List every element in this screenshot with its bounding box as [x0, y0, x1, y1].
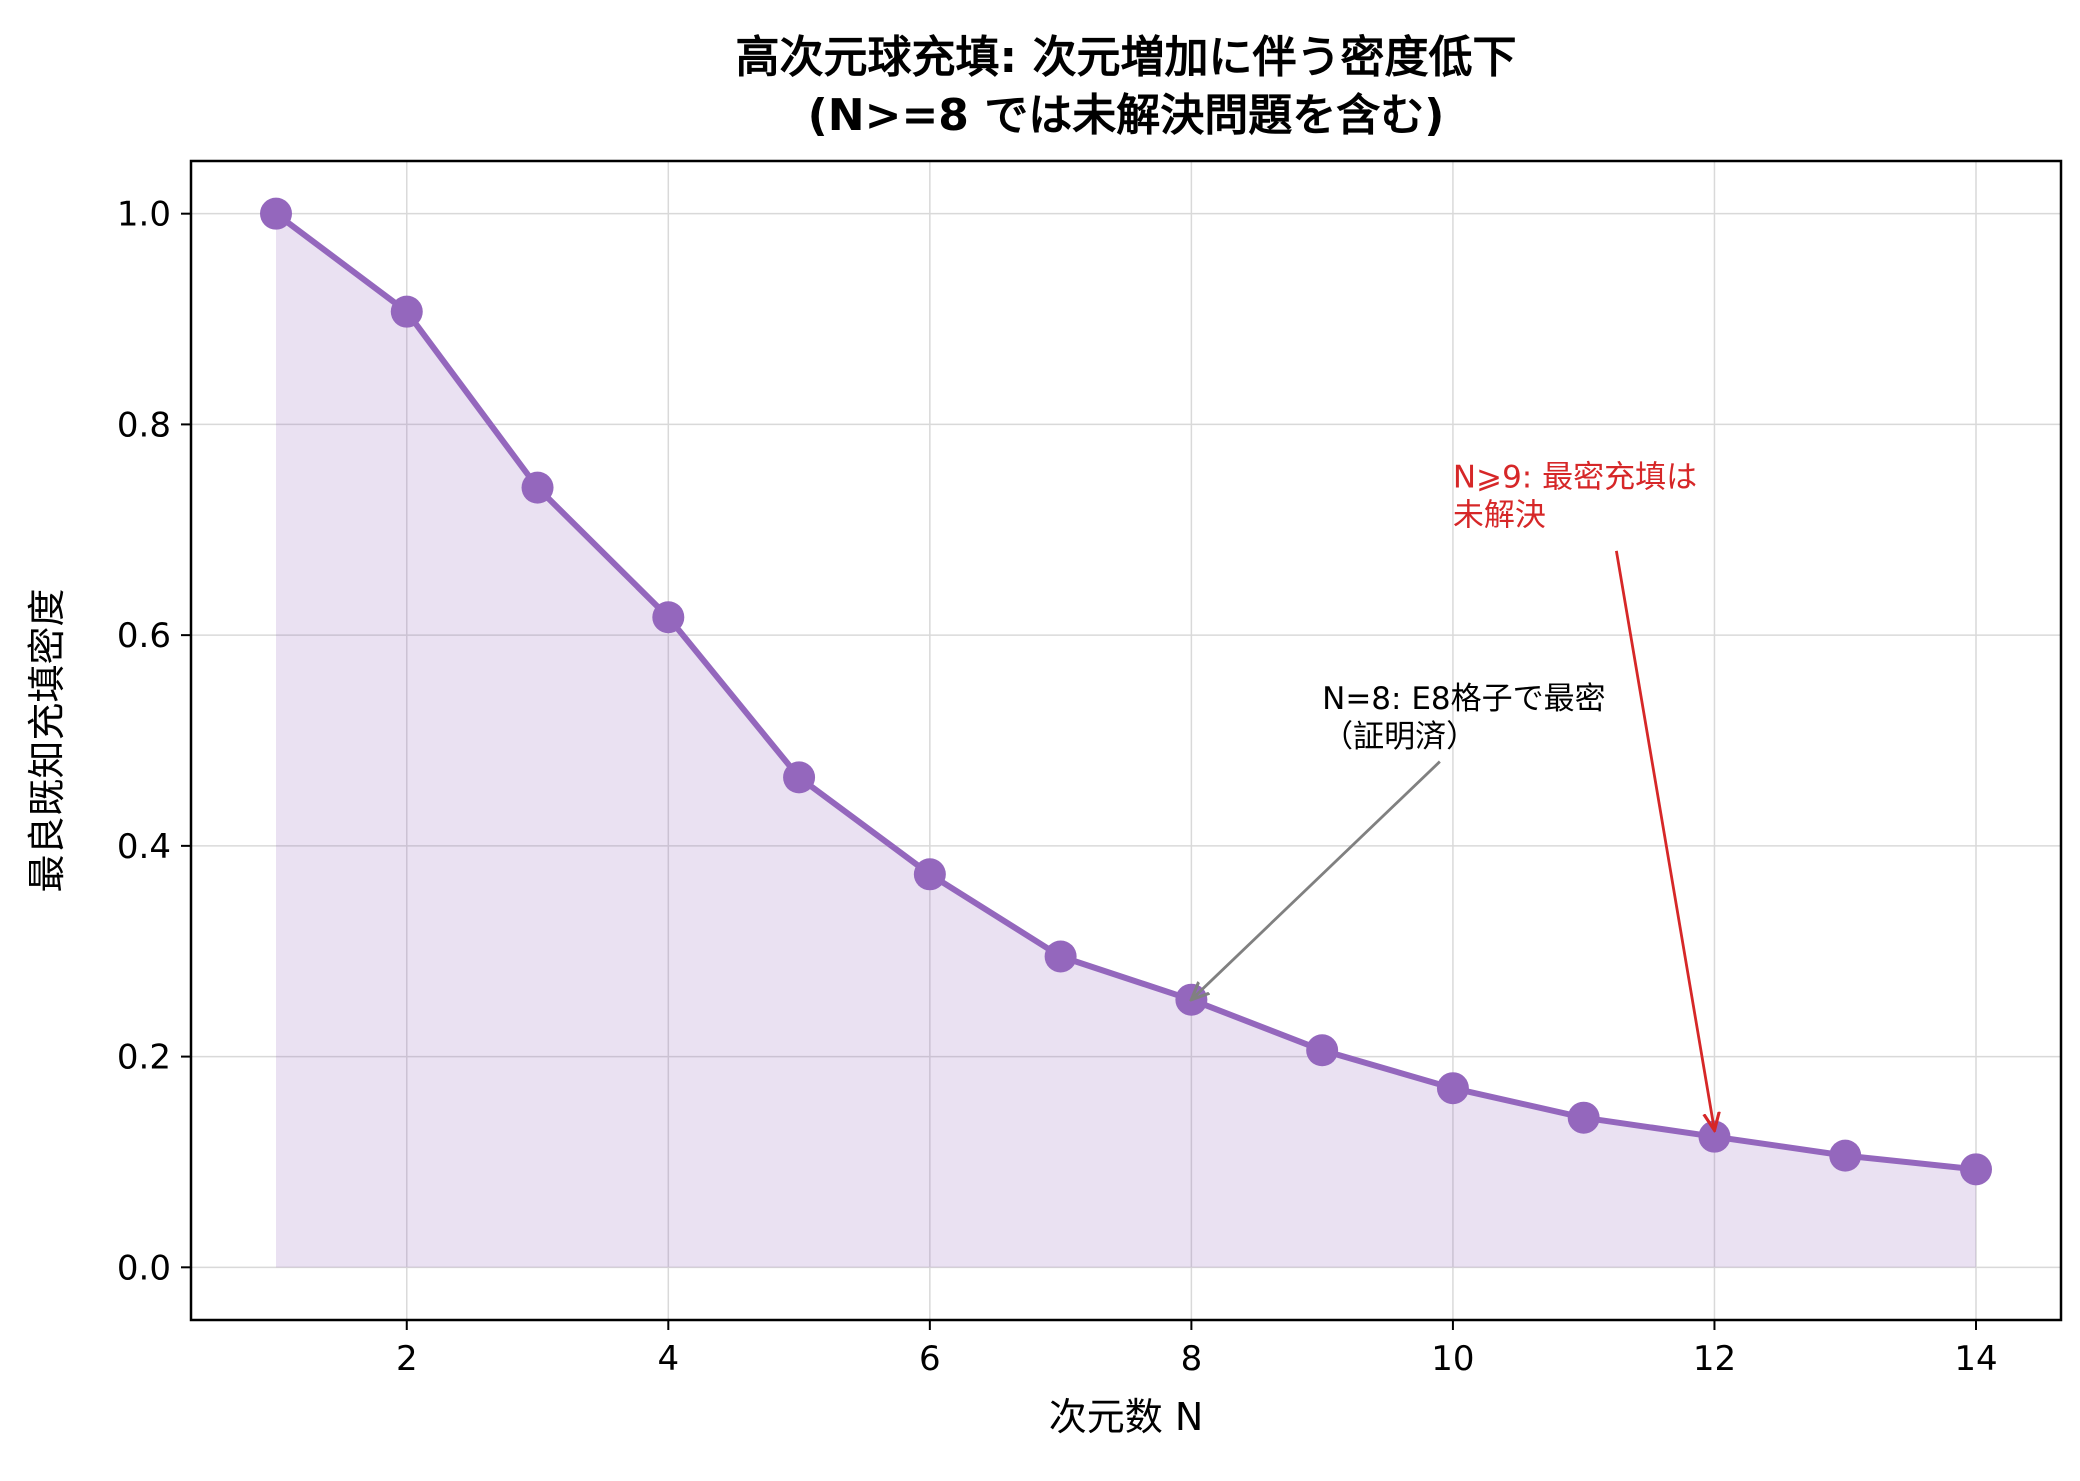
y-axis-label: 最良既知充填密度	[25, 588, 69, 892]
data-point	[521, 471, 554, 504]
y-tick-label: 0.2	[117, 1038, 171, 1078]
data-point	[1436, 1072, 1469, 1105]
x-axis-label: 次元数 N	[1049, 1395, 1204, 1439]
x-tick-label: 14	[1954, 1339, 1997, 1379]
plot-frame	[189, 159, 2063, 1322]
chart-title-line2: (N>=8 では未解決問題を含む)	[808, 90, 1445, 141]
data-point	[1829, 1139, 1862, 1172]
y-tick-label: 0.6	[117, 616, 171, 656]
annotation-text: N⩾9: 最密充填は未解決	[1453, 460, 1697, 534]
data-point	[1567, 1101, 1600, 1134]
annotations: N=8: E8格子で最密（証明済） N⩾9: 最密充填は未解決	[1191, 460, 1714, 1131]
y-tick-label: 0.0	[117, 1248, 171, 1288]
annotation-line: N=8: E8格子で最密	[1322, 681, 1606, 717]
x-tick-label: 2	[396, 1339, 418, 1379]
chart-title-line1: 高次元球充填: 次元増加に伴う密度低下	[736, 32, 1517, 83]
data-point	[652, 601, 685, 634]
x-tick-label: 10	[1431, 1339, 1474, 1379]
x-tick-label: 8	[1181, 1339, 1203, 1379]
series-area-fill	[276, 213, 1976, 1268]
series	[260, 197, 1992, 1268]
data-point	[913, 858, 946, 891]
y-axis-ticks: 0.0 0.2 0.4 0.6 0.8 1.0	[117, 195, 191, 1288]
annotation-arrow	[1615, 550, 1714, 1131]
annotation-text: N=8: E8格子で最密（証明済）	[1322, 681, 1606, 755]
y-tick-label: 1.0	[117, 195, 171, 235]
annotation-arrow	[1191, 760, 1441, 1000]
annotation-line: 未解決	[1453, 498, 1546, 534]
data-point	[1960, 1153, 1992, 1186]
series-line	[274, 211, 1977, 1173]
x-tick-label: 12	[1693, 1339, 1736, 1379]
x-tick-label: 6	[919, 1339, 941, 1379]
grid	[191, 161, 2061, 1320]
data-point	[1044, 940, 1077, 973]
annotation-line: （証明済）	[1322, 719, 1477, 755]
y-tick-label: 0.4	[117, 827, 171, 867]
data-point	[1306, 1034, 1339, 1067]
x-axis-ticks: 2 4 6 8 10 12 14	[396, 1320, 1998, 1379]
annotation-line: N⩾9: 最密充填は	[1453, 460, 1697, 496]
data-point	[260, 197, 292, 230]
x-tick-label: 4	[657, 1339, 679, 1379]
data-point	[390, 295, 423, 328]
data-point	[783, 761, 816, 794]
y-tick-label: 0.8	[117, 405, 171, 445]
